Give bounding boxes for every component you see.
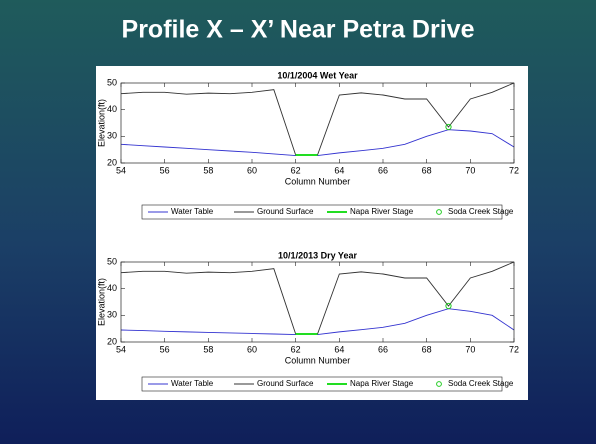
x-tick-label: 68 (422, 165, 432, 175)
legend-swatch (436, 381, 442, 387)
y-tick-label: 20 (107, 157, 117, 167)
marker (445, 123, 452, 131)
x-tick-label: 70 (465, 165, 475, 175)
x-tick-label: 66 (378, 165, 388, 175)
marker (445, 302, 452, 310)
x-tick-label: 54 (116, 344, 126, 354)
y-axis-label: Elevation(ft) (96, 278, 106, 326)
legend-label: Water Table (171, 379, 214, 388)
x-tick-label: 56 (160, 165, 170, 175)
plot-frame (120, 82, 515, 164)
plot-frame (120, 261, 515, 343)
x-tick-label: 72 (509, 344, 519, 354)
legend-label: Napa River Stage (350, 207, 414, 216)
x-tick-label: 60 (247, 344, 257, 354)
x-tick-label: 54 (116, 165, 126, 175)
legend-swatch (436, 209, 442, 215)
x-tick-label: 64 (334, 344, 344, 354)
legend-box (141, 376, 503, 392)
legend-label: Soda Creek Stage (448, 379, 514, 388)
x-tick-label: 70 (465, 344, 475, 354)
slide-title: Profile X – X’ Near Petra Drive (122, 16, 475, 44)
y-tick-label: 30 (107, 131, 117, 141)
legend-label: Napa River Stage (350, 379, 414, 388)
figure-panel (96, 66, 528, 400)
legend-box (141, 204, 503, 220)
y-tick-label: 50 (107, 77, 117, 87)
x-tick-label: 58 (203, 344, 213, 354)
x-tick-label: 72 (509, 165, 519, 175)
chart-title: 10/1/2013 Dry Year (278, 250, 357, 260)
y-tick-label: 40 (107, 104, 117, 114)
x-tick-label: 62 (291, 344, 301, 354)
y-tick-label: 20 (107, 336, 117, 346)
chart-title: 10/1/2004 Wet Year (277, 70, 358, 80)
x-axis-label: Column Number (285, 176, 351, 186)
x-tick-label: 66 (378, 344, 388, 354)
legend-label: Ground Surface (257, 207, 314, 216)
x-tick-label: 68 (422, 344, 432, 354)
x-tick-label: 60 (247, 165, 257, 175)
x-tick-label: 58 (203, 165, 213, 175)
legend-label: Soda Creek Stage (448, 207, 514, 216)
y-tick-label: 30 (107, 310, 117, 320)
x-tick-label: 62 (291, 165, 301, 175)
legend-label: Water Table (171, 207, 214, 216)
legend-label: Ground Surface (257, 379, 314, 388)
y-tick-label: 50 (107, 256, 117, 266)
x-axis-label: Column Number (285, 355, 351, 365)
y-axis-label: Elevation(ft) (96, 99, 106, 147)
x-tick-label: 64 (334, 165, 344, 175)
x-tick-label: 56 (160, 344, 170, 354)
y-tick-label: 40 (107, 283, 117, 293)
